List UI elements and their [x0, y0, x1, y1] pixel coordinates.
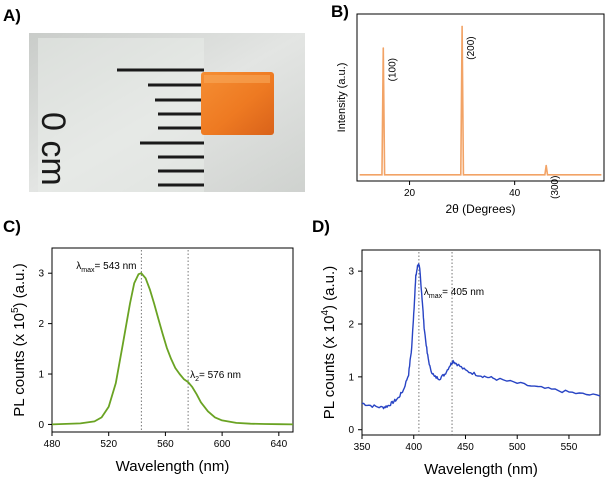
peak-label: (100) [387, 58, 398, 81]
x-tick-label: 560 [157, 439, 174, 450]
peak-point [382, 47, 385, 49]
annotation-label: λ2= 576 nm [190, 370, 241, 383]
panel-label-c: C) [3, 217, 21, 236]
y-tick-label: 1 [38, 370, 44, 381]
x-tick-label: 500 [509, 442, 526, 453]
spectrum-line [51, 272, 294, 426]
crystal-photo: 0 cm [29, 33, 305, 192]
plot-frame [51, 247, 294, 433]
x-axis-label: Wavelength (nm) [116, 458, 230, 475]
x-tick-label: 350 [354, 442, 371, 453]
y-tick-label: 3 [348, 267, 354, 278]
y-tick-label: 2 [348, 320, 354, 331]
peak-point [461, 25, 463, 28]
y-axis-label: PL counts (x 105) (a.u.) [10, 263, 28, 416]
x-tick-label: 400 [405, 442, 422, 453]
panel-label-a: A) [3, 6, 21, 25]
annotation-label: λmax= 543 nm [76, 261, 136, 274]
y-tick-label: 3 [38, 269, 44, 280]
y-axis-label: Intensity (a.u.) [336, 63, 348, 133]
x-tick-label: 520 [100, 439, 117, 450]
x-tick-label: 20 [404, 188, 416, 199]
peak-label: (300) [550, 176, 561, 199]
x-tick-label: 40 [509, 188, 521, 199]
pl-chart-green: 480 520 560 600 640 0 1 2 3 Wavelength (nm) PL cou… [10, 247, 294, 475]
y-axis-label: PL counts (x 104) (a.u.) [320, 266, 338, 419]
x-axis-label: 2θ (Degrees) [445, 202, 515, 216]
perovskite-crystal [201, 72, 274, 135]
spectrum-line [361, 263, 601, 410]
plot-frame [361, 249, 601, 436]
y-tick-label: 0 [38, 420, 44, 431]
peak-label: (200) [466, 36, 477, 59]
annotation-label: λmax= 405 nm [424, 287, 484, 300]
panel-label-b: B) [331, 2, 349, 21]
y-tick-label: 1 [348, 372, 354, 383]
peak-point [545, 164, 547, 167]
y-tick-label: 0 [348, 425, 354, 436]
x-tick-label: 550 [561, 442, 578, 453]
y-tick-label: 2 [38, 319, 44, 330]
x-tick-label: 640 [270, 439, 287, 450]
crystal-highlight [204, 75, 270, 83]
x-tick-label: 450 [457, 442, 474, 453]
xrd-series-line [359, 26, 602, 176]
panel-label-d: D) [312, 217, 330, 236]
x-tick-label: 480 [44, 439, 61, 450]
xrd-chart: 20 40 2θ (Degrees) Intensity (a.u.) (100) (20… [336, 13, 605, 216]
pl-chart-blue: 350 400 450 500 550 0 1 2 3 Wavelength (nm) PL cou… [320, 249, 601, 478]
ruler-text: 0 cm [34, 112, 72, 186]
x-tick-label: 600 [214, 439, 231, 450]
ruler-ticks [117, 68, 204, 187]
x-axis-label: Wavelength (nm) [424, 461, 538, 478]
plot-frame [356, 13, 605, 182]
